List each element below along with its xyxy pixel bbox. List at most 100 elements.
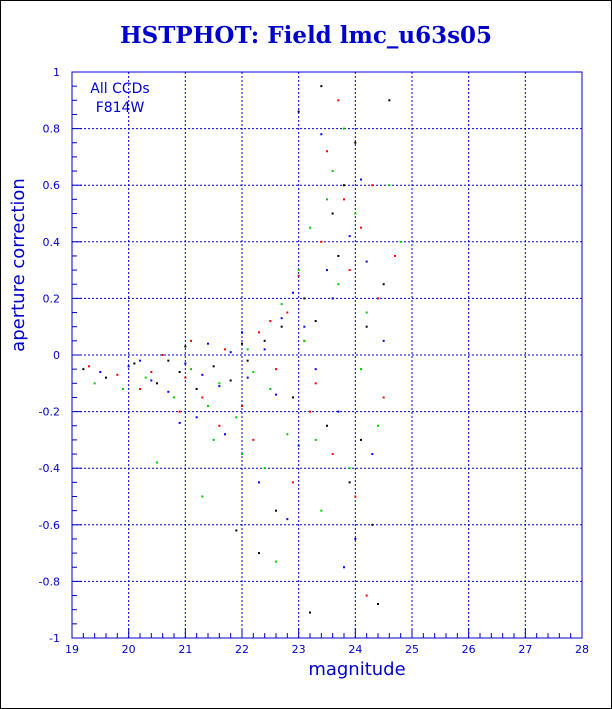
y-tick-label: -0.4	[39, 462, 60, 475]
y-tick-label: 0.4	[43, 236, 61, 249]
data-point	[184, 345, 187, 348]
data-point	[343, 184, 345, 187]
data-point	[331, 212, 334, 215]
data-point	[195, 416, 198, 419]
data-point	[235, 416, 238, 419]
data-point	[275, 560, 277, 563]
data-point	[292, 481, 294, 484]
data-point	[229, 379, 232, 382]
data-point	[320, 133, 323, 136]
data-point	[139, 387, 141, 390]
data-point	[360, 438, 362, 441]
data-point	[303, 325, 306, 328]
data-point	[388, 99, 391, 102]
data-point	[269, 320, 272, 323]
data-point	[212, 365, 215, 368]
data-point	[139, 359, 141, 362]
data-point	[258, 481, 260, 484]
data-point	[371, 523, 374, 526]
data-point	[167, 359, 170, 362]
data-point	[365, 325, 368, 328]
data-point	[252, 438, 255, 441]
data-point	[190, 339, 192, 342]
data-point	[195, 387, 198, 390]
x-tick-label: 22	[235, 643, 249, 656]
data-point	[207, 404, 209, 407]
data-point	[388, 184, 391, 187]
data-point	[354, 212, 357, 215]
data-point	[258, 331, 260, 334]
data-point	[229, 351, 232, 354]
data-point	[382, 339, 385, 342]
data-point	[156, 382, 158, 385]
data-point	[212, 438, 215, 441]
data-point	[241, 453, 243, 456]
data-point	[178, 410, 181, 413]
data-point	[88, 365, 90, 368]
data-point	[156, 461, 158, 464]
data-point	[218, 385, 221, 388]
y-tick-label: 0.2	[43, 292, 61, 305]
data-point	[235, 529, 238, 532]
data-point	[269, 387, 272, 390]
data-point	[303, 339, 306, 342]
data-point	[99, 370, 102, 373]
x-axis-ticks: 19 20 21 22 23 24 25 26 27 28	[65, 628, 589, 656]
data-point	[224, 433, 226, 436]
data-point	[252, 370, 255, 373]
data-point	[150, 379, 153, 382]
data-point	[286, 518, 289, 521]
data-point	[314, 368, 317, 371]
y-axis-ticks: -1 -0.8 -0.6 -0.4 -0.2 0 0.2 0.4 0.6 0.8 1	[39, 66, 82, 645]
data-point	[314, 320, 317, 323]
data-point	[377, 297, 379, 300]
data-point	[280, 303, 283, 306]
data-point	[348, 481, 351, 484]
x-tick-label: 19	[65, 643, 79, 656]
data-point	[297, 269, 300, 272]
data-point	[178, 370, 181, 373]
data-point	[326, 150, 328, 153]
data-point	[297, 274, 300, 277]
data-point	[105, 376, 107, 379]
data-point	[348, 269, 351, 272]
data-point	[371, 184, 374, 187]
data-point	[314, 382, 317, 385]
y-tick-label: 0.8	[43, 123, 61, 136]
data-point	[309, 611, 311, 614]
data-point	[326, 198, 328, 201]
data-point	[343, 566, 345, 569]
data-point	[320, 509, 323, 512]
x-tick-label: 27	[518, 643, 532, 656]
data-point	[360, 226, 362, 229]
data-point	[337, 283, 340, 286]
data-point	[275, 368, 277, 371]
data-point	[144, 376, 147, 379]
data-point	[93, 382, 96, 385]
data-point	[201, 396, 204, 399]
data-point	[377, 603, 379, 606]
annotation-filter: F814W	[96, 100, 145, 116]
data-point	[241, 331, 243, 334]
data-point	[218, 382, 221, 385]
data-point	[365, 260, 368, 263]
data-point	[246, 376, 249, 379]
y-tick-label: 1	[53, 66, 60, 79]
data-point	[133, 362, 136, 365]
data-point	[241, 342, 243, 345]
data-point	[224, 348, 226, 351]
data-point	[354, 537, 357, 540]
data-point	[167, 390, 170, 393]
data-point	[354, 141, 357, 144]
data-point	[263, 339, 266, 342]
y-tick-label: -0.6	[39, 519, 60, 532]
data-point	[286, 311, 289, 314]
data-point	[263, 348, 266, 351]
data-point	[173, 396, 175, 399]
data-point	[337, 254, 340, 257]
data-point	[258, 552, 260, 555]
annotation-all-ccds: All CCDs	[90, 81, 149, 97]
x-axis-label: magnitude	[308, 659, 405, 680]
data-point	[331, 170, 334, 173]
